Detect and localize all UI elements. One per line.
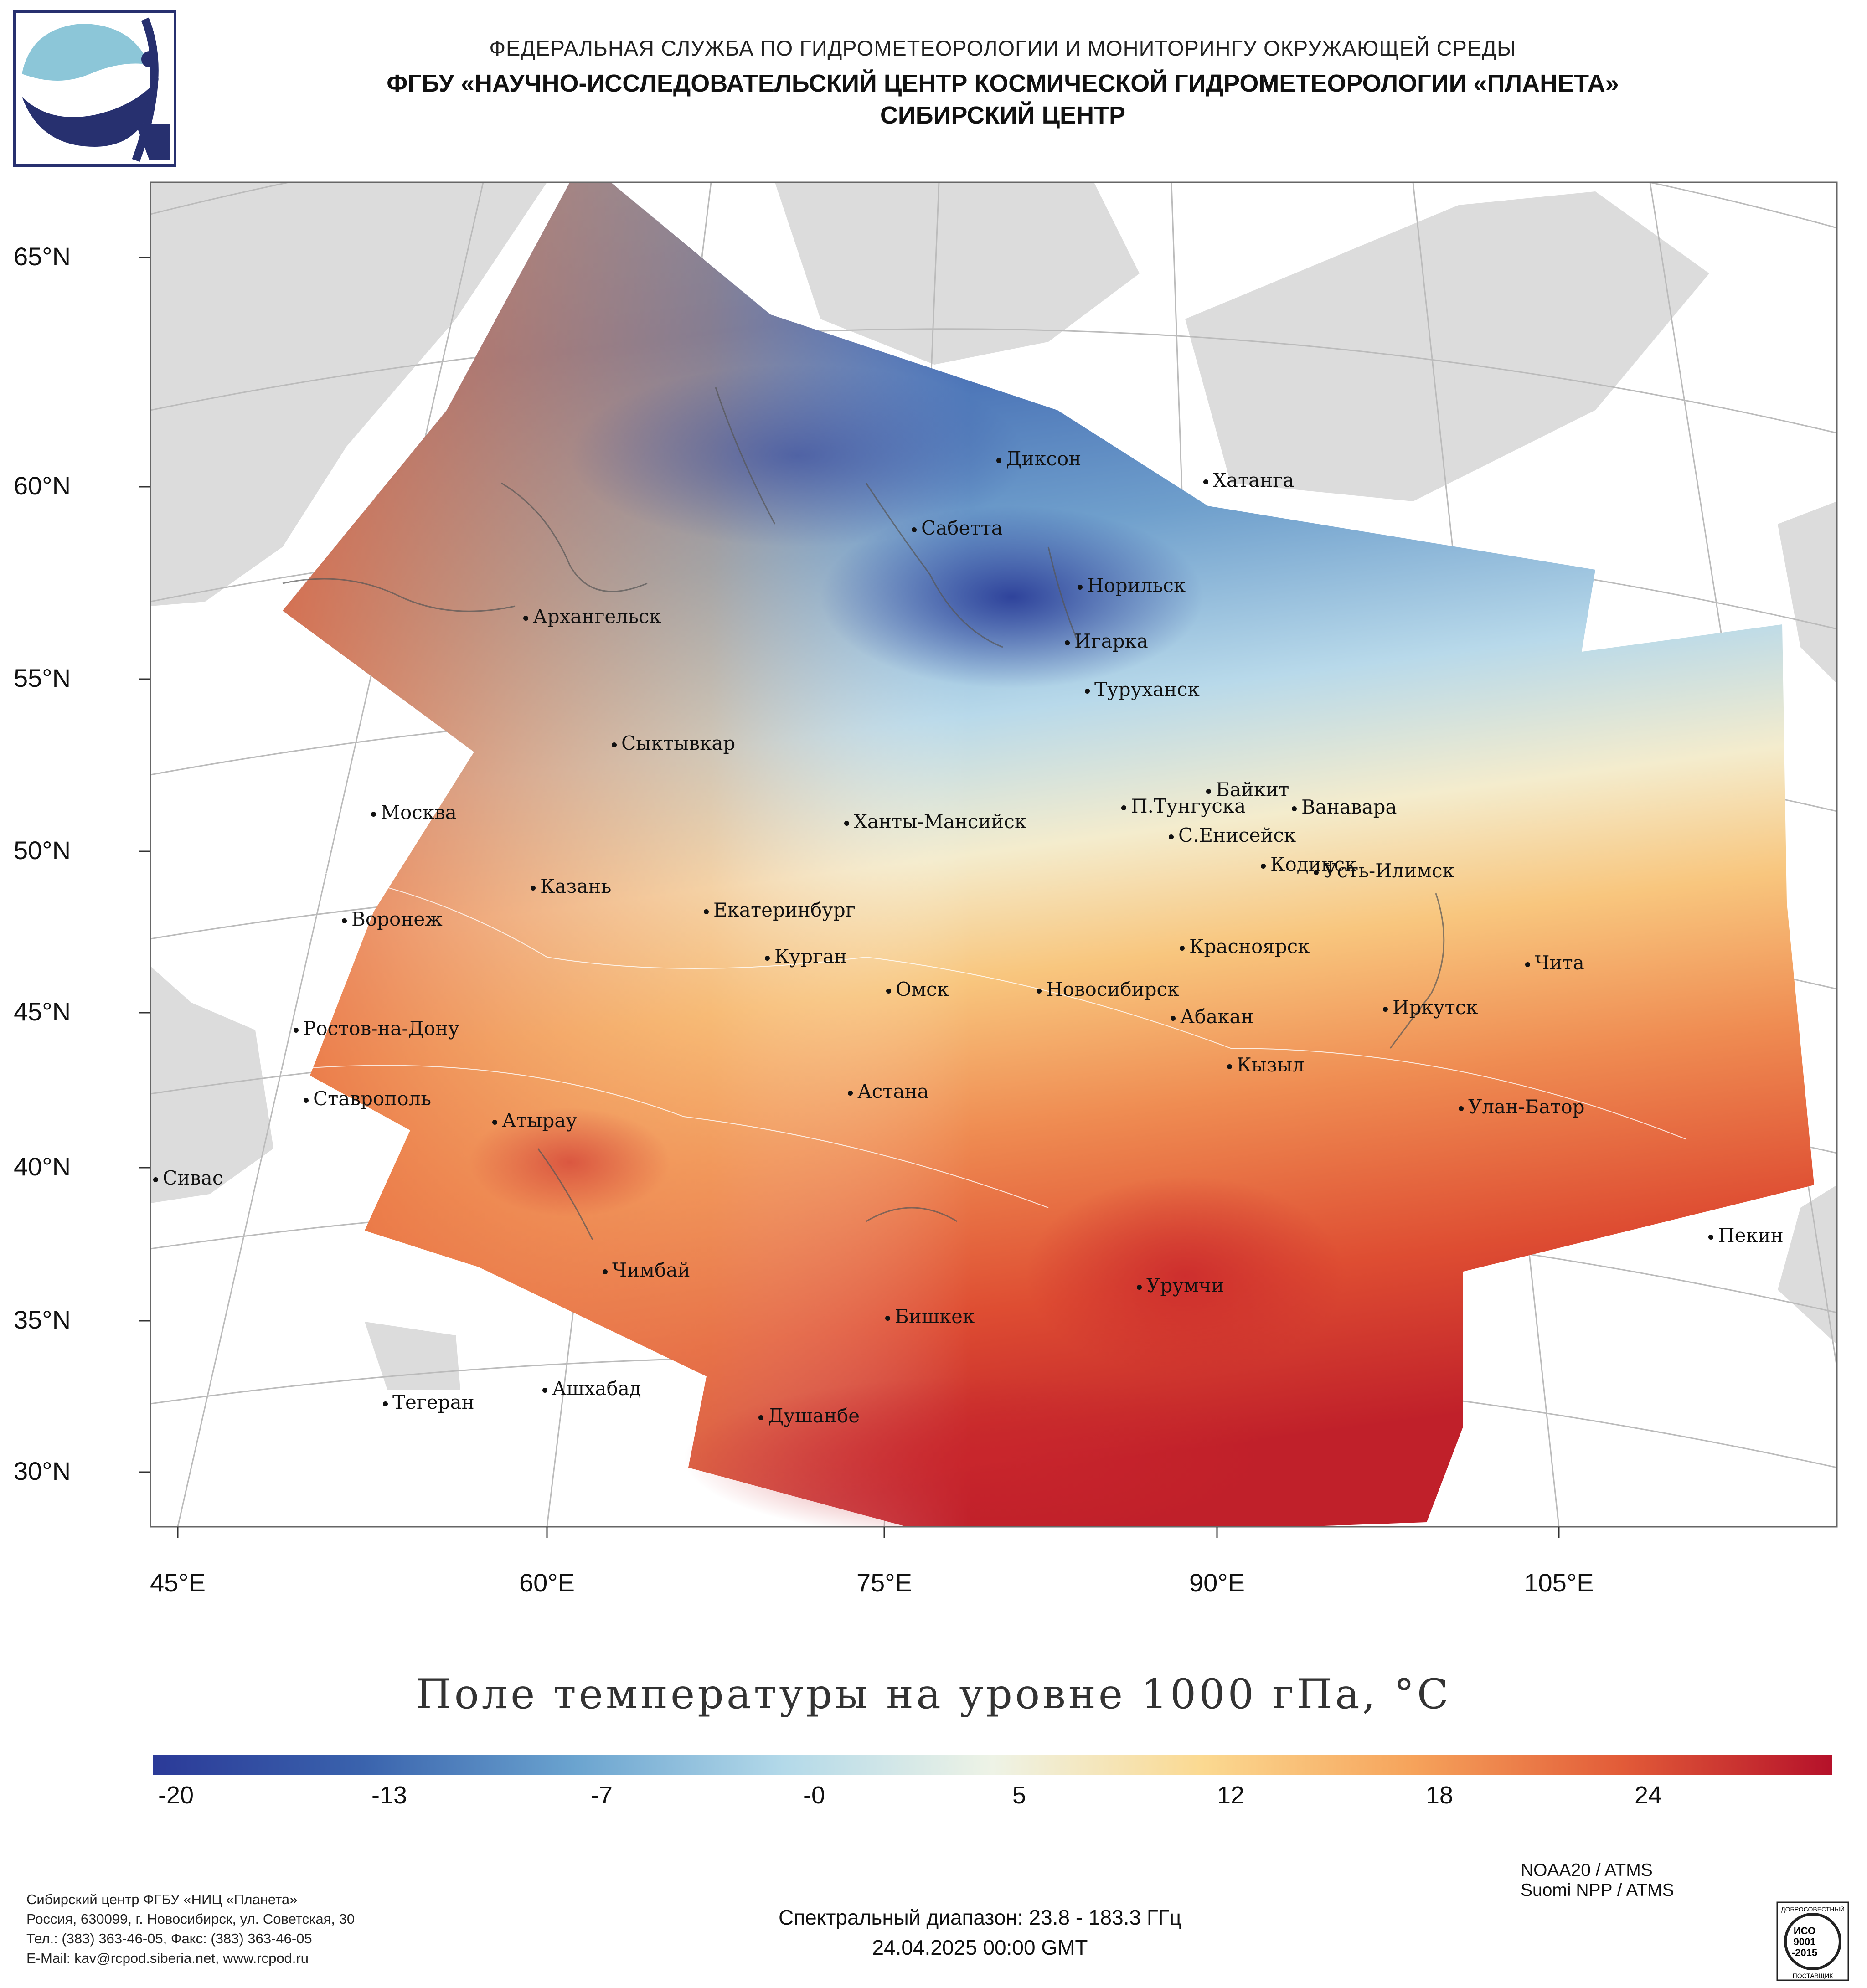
east-land <box>1778 501 1837 684</box>
city-turukhansk: Туруханск <box>1085 680 1200 699</box>
city-chita: Чита <box>1525 953 1584 973</box>
planeta-logo <box>13 10 176 167</box>
city-pekin: Пекин <box>1708 1226 1784 1245</box>
city-kyzyl: Кызыл <box>1227 1056 1305 1075</box>
city-stavropol: Ставрополь <box>304 1089 431 1108</box>
header-agency: ФЕДЕРАЛЬНАЯ СЛУЖБА ПО ГИДРОМЕТЕОРОЛОГИИ … <box>489 36 1516 60</box>
iso-badge: ДОБРОСОВЕСТНЫЙ ИСО 9001 -2015 ПОСТАВЩИК <box>1776 1901 1849 1981</box>
svg-text:-2015: -2015 <box>1792 1947 1817 1958</box>
scandinavia-land <box>150 182 547 606</box>
city-ust-ilimsk: Усть-Илимск <box>1314 861 1454 881</box>
city-ekaterinburg: Екатеринбург <box>704 901 856 920</box>
colorbar-tick-7: 18 <box>1425 1782 1454 1809</box>
colorbar-tick-1: -20 <box>158 1782 194 1809</box>
colorbar-title: Поле температуры на уровне 1000 гПа, °C <box>416 1670 1451 1718</box>
footer-email: E-Mail: kav@rcpod.siberia.net, www.rcpod… <box>26 1950 309 1966</box>
city-chimbay: Чимбай <box>603 1261 690 1280</box>
city-voronezh: Воронеж <box>342 910 443 929</box>
city-ulan-bator: Улан-Батор <box>1459 1097 1585 1117</box>
city-sabetta: Сабетта <box>912 519 1003 538</box>
footer-phone: Тел.: (383) 363-46-05, Факс: (383) 363-4… <box>26 1931 312 1947</box>
city-moskva: Москва <box>371 803 457 822</box>
city-krasnoyarsk: Красноярск <box>1180 937 1310 956</box>
city-baykit: Байкит <box>1206 780 1289 799</box>
lon-label-90: 90°E <box>1189 1568 1245 1597</box>
colorbar-tick-4: -0 <box>803 1782 825 1809</box>
lat-label-40: 40°N <box>14 1152 71 1181</box>
svg-text:ИСО: ИСО <box>1794 1925 1815 1936</box>
colorbar-tick-8: 24 <box>1634 1782 1662 1809</box>
lon-label-45: 45°E <box>150 1568 206 1597</box>
city-sivas: Сивас <box>153 1169 223 1188</box>
lon-label-60: 60°E <box>519 1568 575 1597</box>
colorbar-tick-3: -7 <box>590 1782 613 1809</box>
city-astana: Астана <box>848 1082 929 1101</box>
temperature-map <box>139 181 1838 1538</box>
lat-label-35: 35°N <box>14 1305 71 1334</box>
city-bishkek: Бишкек <box>885 1307 975 1326</box>
city-urumchi: Урумчи <box>1137 1276 1224 1295</box>
city-khanty-mansiysk: Ханты-Мансийск <box>844 812 1026 831</box>
lat-label-45: 45°N <box>14 997 71 1026</box>
city-kodinsk: Кодинск <box>1261 855 1356 874</box>
lon-label-75: 75°E <box>856 1568 913 1597</box>
city-kazan: Казань <box>531 877 611 896</box>
city-vanavara: Ванавара <box>1292 798 1397 817</box>
lon-label-105: 105°E <box>1524 1568 1594 1597</box>
city-abakan: Абакан <box>1171 1007 1253 1026</box>
satellite-suomi-npp: Suomi NPP / ATMS <box>1521 1880 1674 1900</box>
lat-label-30: 30°N <box>14 1457 71 1485</box>
colorbar-tick-5: 5 <box>1012 1782 1026 1809</box>
header-institute: ФГБУ «НАУЧНО-ИССЛЕДОВАТЕЛЬСКИЙ ЦЕНТР КОС… <box>387 70 1619 97</box>
colorbar-tick-6: 12 <box>1217 1782 1245 1809</box>
footer-address: Россия, 630099, г. Новосибирск, ул. Сове… <box>26 1911 355 1927</box>
lat-label-60: 60°N <box>14 471 71 500</box>
colorbar <box>153 1755 1832 1775</box>
city-norilsk: Норильск <box>1078 576 1186 595</box>
city-kurgan: Курган <box>765 947 847 966</box>
lat-label-65: 65°N <box>14 242 71 271</box>
city-ashkhabad: Ашхабад <box>542 1379 641 1398</box>
china-coast-land <box>1778 1185 1837 1344</box>
city-igarka: Игарка <box>1065 632 1148 651</box>
svg-text:ДОБРОСОВЕСТНЫЙ: ДОБРОСОВЕСТНЫЙ <box>1781 1905 1845 1913</box>
colorbar-tick-2: -13 <box>371 1782 407 1809</box>
city-irkutsk: Иркутск <box>1383 998 1478 1017</box>
svg-text:9001: 9001 <box>1794 1936 1816 1947</box>
city-dikson: Диксон <box>996 449 1081 469</box>
coastlines <box>282 387 1445 1240</box>
lat-label-50: 50°N <box>14 836 71 865</box>
city-novosibirsk: Новосибирск <box>1037 980 1179 999</box>
city-s-eniseysk: С.Енисейск <box>1169 826 1296 845</box>
city-p-tunguska: П.Тунгуска <box>1121 797 1246 816</box>
city-rostov-na-donu: Ростов-на-Дону <box>294 1019 459 1038</box>
city-arkhangelsk: Архангельск <box>523 607 661 626</box>
footer-org: Сибирский центр ФГБУ «НИЦ «Планета» <box>26 1891 298 1907</box>
svg-text:ПОСТАВЩИК: ПОСТАВЩИК <box>1793 1972 1834 1979</box>
city-dushanbe: Душанбе <box>758 1406 860 1426</box>
lat-label-55: 55°N <box>14 664 71 692</box>
city-syktyvkar: Сыктывкар <box>612 734 735 753</box>
city-omsk: Омск <box>886 980 949 999</box>
arctic-islands <box>775 182 1140 365</box>
taimyr-land <box>1185 191 1709 501</box>
header-center: СИБИРСКИЙ ЦЕНТР <box>880 102 1126 129</box>
city-tegeran: Тегеран <box>383 1393 474 1412</box>
datetime: 24.04.2025 00:00 GMT <box>872 1936 1088 1959</box>
spectral-range: Спектральный диапазон: 23.8 - 183.3 ГГц <box>778 1906 1182 1929</box>
city-khatanga: Хатанга <box>1203 471 1294 490</box>
city-atyrau: Атырау <box>492 1111 577 1130</box>
satellite-noaa20: NOAA20 / ATMS <box>1521 1860 1653 1880</box>
